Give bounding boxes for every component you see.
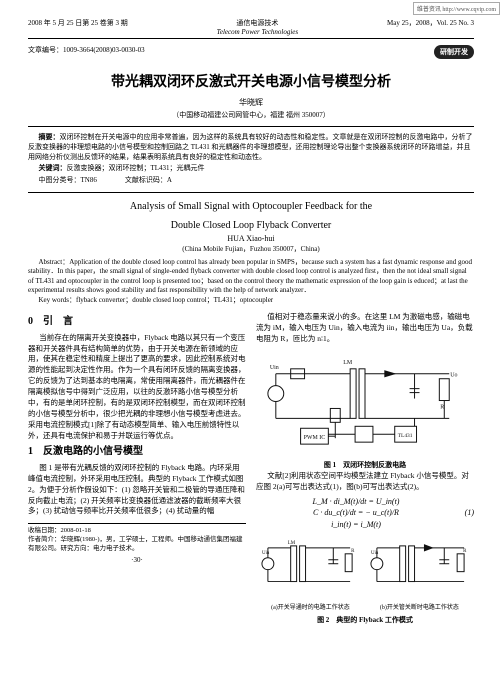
svg-text:LM: LM [343,360,353,366]
watermark: 维普资讯 http://www.cqvip.com [413,2,500,15]
equation-1: L_M · di_M(t)/dt = U_in(t) C · du_c(t)/d… [256,496,474,531]
abstract-en: Abstract：Application of the double close… [28,258,474,296]
fig2b-label: (b)开关管关断时电路工作状态 [380,604,459,613]
abstract-box-cn: 摘要：双闭环控制在开关电源中的应用非常普遍，因为这样的系统具有较好的动态性和稳定… [28,126,474,193]
svg-text:TL431: TL431 [398,433,413,439]
eq1b: C · du_c(t)/dt = − u_c(t)/R [256,507,456,519]
left-column: 0 引 言 当前存在的隔离开关变换器中，Flyback 电路以其只有一个变压器和… [28,311,246,624]
sec1-heading: 1 反激电路的小信号模型 [28,445,246,460]
fig2-caption: 图 2 典型的 Flyback 工作模式 [256,615,474,625]
keywords-cn-text: 反激变换器；双闭环控制；TL431；光耦元件 [67,164,205,172]
journal-en: Telecom Power Technologies [217,28,299,36]
title-cn: 带光耦双闭环反激式开关电源小信号模型分析 [28,71,474,91]
keywords-cn-label: 关键词： [39,164,67,172]
author-bio: 作者简介：华晓辉(1980-)，男，工学硕士，工程师。中国移动通信集团福建有限公… [28,536,246,554]
svg-text:R: R [463,549,467,554]
recv-date: 收稿日期：2008-01-18 [28,527,246,536]
header-right: May 25，2008，Vol. 25 No. 3 [387,18,474,36]
figure-2: Uin R LM [256,534,474,624]
author-cn: 华晓辉 [28,97,474,108]
fig1-caption: 图 1 双闭环控制反激电路 [256,460,474,470]
keywords-en-label: Key words： [39,296,77,304]
affiliation-en: (China Mobile Fujian，Fuzhou 350007，China… [28,244,474,254]
meta-row: 文章编号：1009-3664(2008)03-0030-03 研制开发 [28,45,474,59]
title-en-line2: Double Closed Loop Flyback Converter [28,220,474,231]
right-column: 值相对于稳态量来说小的多。在这里 LM 为激磁电感，输磁电流为 iM，输入电压为… [256,311,474,624]
figure-1: PWM IC TL431 [256,349,474,470]
header-left: 2008 年 5 月 25 日第 25 卷第 3 期 [28,18,128,36]
section-badge: 研制开发 [434,45,474,59]
class-labels: 中图分类号：TN86 文献标识码：A [28,176,474,186]
footer-box: 收稿日期：2008-01-18 作者简介：华晓辉(1980-)，男，工学硕士，工… [28,523,246,565]
page: 2008 年 5 月 25 日第 25 卷第 3 期 通信电源技术 Teleco… [0,0,502,635]
svg-text:Uin: Uin [371,551,379,556]
eq-1-body: L_M · di_M(t)/dt = U_in(t) C · du_c(t)/d… [256,496,456,531]
two-columns: 0 引 言 当前存在的隔离开关变换器中，Flyback 电路以其只有一个变压器和… [28,311,474,624]
svg-text:Uo: Uo [450,373,457,379]
svg-text:Uin: Uin [262,551,270,556]
fig2a-label: (a)开关导通时的电路工作状态 [271,604,350,613]
abstract-cn-label: 摘要： [39,133,60,141]
header-center: 通信电源技术 Telecom Power Technologies [217,18,299,36]
svg-text:R: R [440,404,444,410]
circuit-diagram-icon: PWM IC TL431 [256,349,474,458]
rcol-p1: 文献[2]利用状态空间平均模型法建立 Flyback 小信号模型。对应图 2(a… [256,471,474,493]
svg-text:PWM IC: PWM IC [304,435,326,441]
article-number: 文章编号：1009-3664(2008)03-0030-03 [28,45,145,59]
page-header: 2008 年 5 月 25 日第 25 卷第 3 期 通信电源技术 Teleco… [28,18,474,39]
eq1a: L_M · di_M(t)/dt = U_in(t) [256,496,456,508]
affiliation-cn: （中国移动福建公司网管中心，福建 福州 350007） [28,110,474,120]
rcol-p0: 值相对于稳态量来说小的多。在这里 LM 为激磁电感，输磁电流为 iM，输入电压为… [256,312,474,345]
keywords-en-text: flyback converter；double closed loop con… [76,296,273,304]
abstract-cn: 摘要：双闭环控制在开关电源中的应用非常普遍，因为这样的系统具有较好的动态性和稳定… [28,133,474,162]
author-en: HUA Xiao-hui [28,234,474,243]
abstract-en-label: Abstract： [39,258,70,266]
abstract-cn-text: 双闭环控制在开关电源中的应用非常普遍，因为这样的系统具有较好的动态性和稳定性。文… [28,133,473,161]
keywords-cn: 关键词：反激变换器；双闭环控制；TL431；光耦元件 [28,164,474,174]
abstract-en-block: Abstract：Application of the double close… [28,258,474,305]
abstract-en-text: Application of the double closed loop co… [28,258,472,294]
sec0-heading: 0 引 言 [28,315,246,330]
flyback-mode-diagram-icon: Uin R LM [256,534,474,603]
keywords-en: Key words：flyback converter；double close… [28,296,474,305]
svg-text:Uin: Uin [270,365,279,371]
eq1-number: (1) [456,507,474,519]
svg-text:R: R [351,549,355,554]
journal-cn: 通信电源技术 [217,18,299,28]
title-en-line1: Analysis of Small Signal with Optocouple… [28,201,474,212]
svg-text:LM: LM [288,541,296,546]
eq1c: i_in(t) = i_M(t) [256,519,456,531]
sec1-p1: 图 1 是带有光耦反馈的双闭环控制的 Flyback 电路。内环采用峰值电流控制… [28,463,246,517]
page-number: ·30· [28,556,246,565]
sec0-p1: 当前存在的隔离开关变换器中，Flyback 电路以其只有一个变压器和开关器件具有… [28,333,246,442]
